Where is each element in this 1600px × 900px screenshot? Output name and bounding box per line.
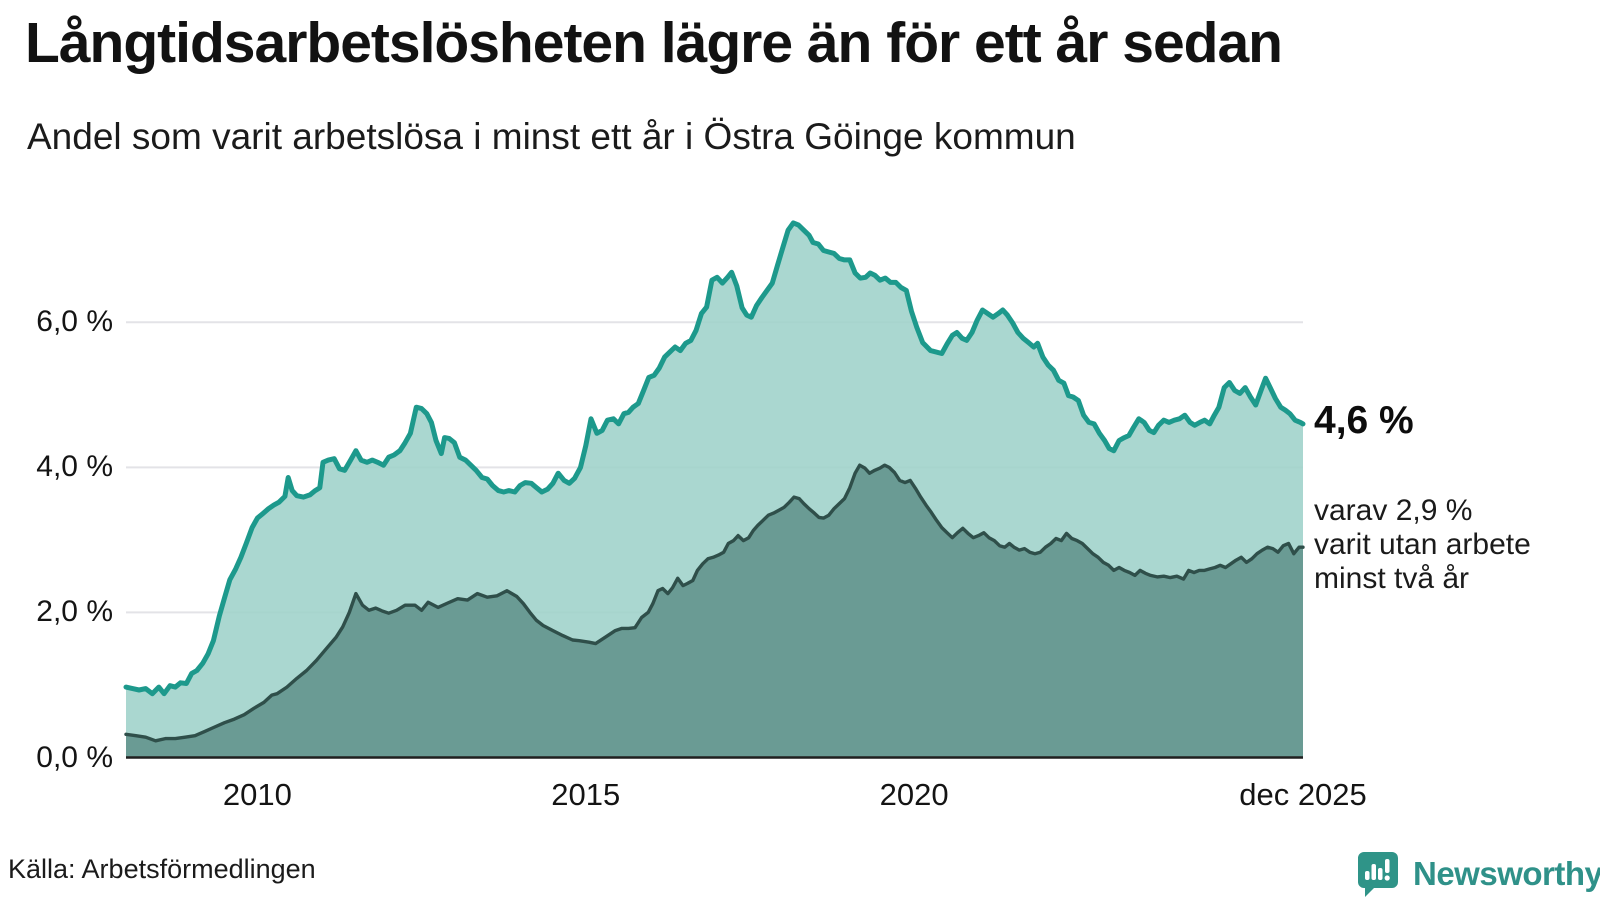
y-axis-tick-label: 2,0 %: [36, 595, 113, 629]
y-axis-tick-label: 4,0 %: [36, 450, 113, 484]
newsworthy-logo: Newsworthy: [1356, 850, 1600, 898]
line-series-1: [124, 463, 1305, 743]
page-title: Långtidsarbetslösheten lägre än för ett …: [25, 11, 1283, 75]
source-label: Källa: Arbetsförmedlingen: [8, 854, 316, 884]
x-axis-tick-label: 2010: [222, 777, 292, 812]
page-subtitle: Andel som varit arbetslösa i minst ett å…: [27, 116, 1076, 157]
x-axis-tick-label: 2020: [879, 777, 949, 812]
newsworthy-logo-icon: [1358, 852, 1398, 897]
brand-name: Newsworthy: [1413, 855, 1600, 892]
annotation-note: varav 2,9 % varit utan arbete minst två …: [1314, 494, 1531, 595]
x-axis-tick-label: 2015: [551, 777, 621, 812]
latest-value-label: 4,6 %: [1314, 399, 1414, 442]
area-fill-series-1: [126, 465, 1303, 758]
y-axis-tick-label: 6,0 %: [36, 305, 113, 339]
y-axis-tick-label: 0,0 %: [36, 740, 113, 774]
x-axis-tick-label: dec 2025: [1239, 777, 1367, 812]
line-series-0: [123, 220, 1306, 697]
